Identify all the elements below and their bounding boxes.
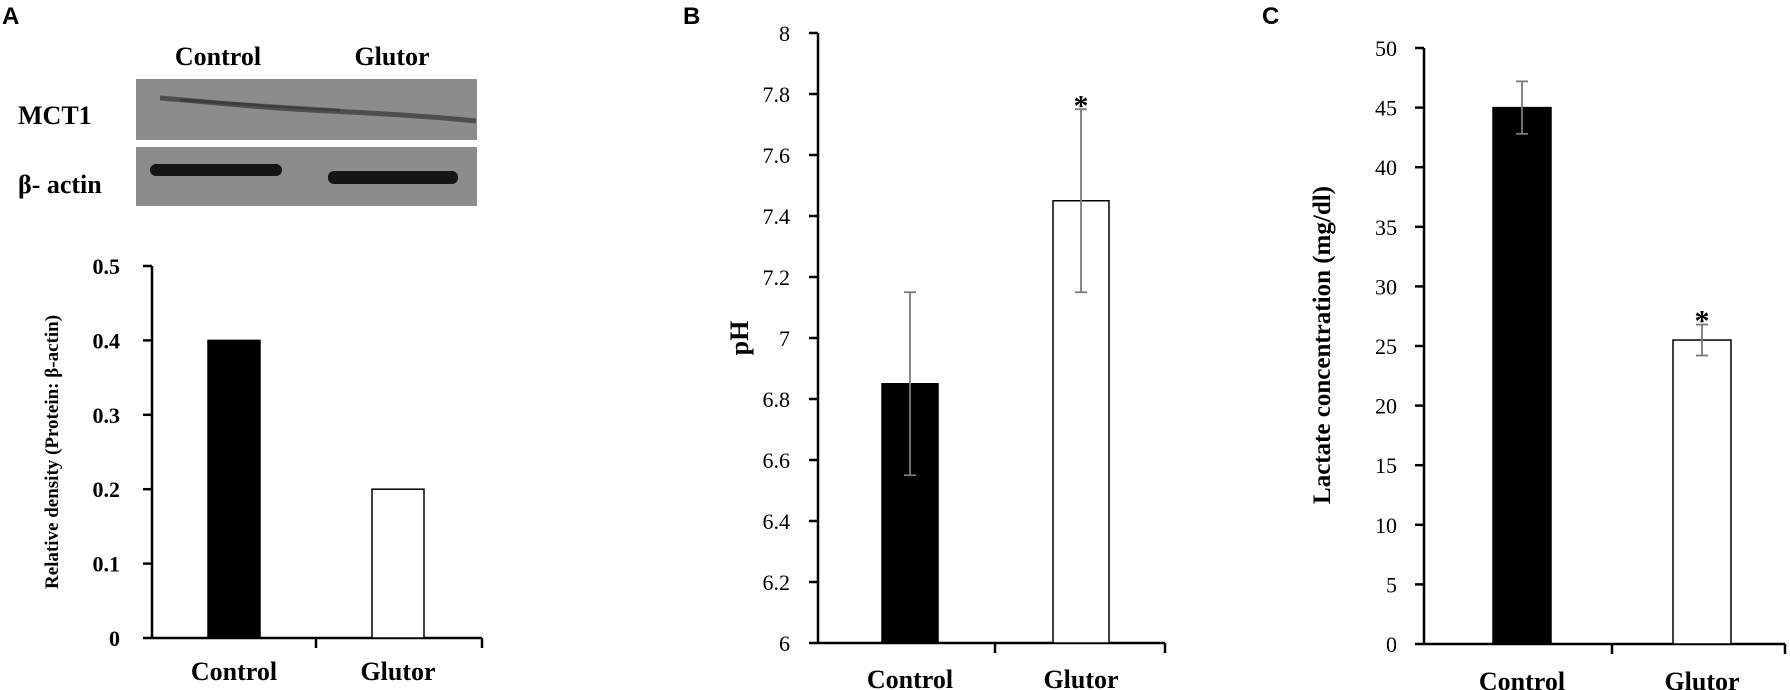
y-tick-label: 50 <box>1375 36 1397 61</box>
y-tick-label: 7.2 <box>763 265 791 290</box>
panel-c-letter: C <box>1262 3 1279 30</box>
panel-b-letter: B <box>683 3 700 30</box>
y-tick-label: 6.6 <box>763 448 791 473</box>
x-category-label-glutor: Glutor <box>360 657 435 686</box>
chart-c-y-axis-label: Lactate concentration (mg/dl) <box>1309 186 1336 504</box>
error-bar-control <box>904 291 916 477</box>
y-tick-label: 0.2 <box>93 477 121 502</box>
error-bar-control <box>1516 80 1528 135</box>
y-tick-label: 15 <box>1375 453 1397 478</box>
x-category-label-glutor: Glutor <box>1043 665 1118 690</box>
chart-b-ph: 6 6.2 6.4 6.6 6.8 7 7.2 7.4 7.6 7.8 8 * Control Glu… <box>725 21 1167 690</box>
y-tick-label: 6.2 <box>763 570 791 595</box>
chart-a-y-axis-label: Relative density (Protein: β-actin) <box>42 315 63 589</box>
panel-a-letter: A <box>2 3 19 30</box>
x-category-label-control: Control <box>191 657 277 686</box>
y-tick-label: 7 <box>779 326 790 351</box>
significance-star: * <box>1695 305 1710 338</box>
chart-c-lactate: 0 5 10 15 20 25 30 35 40 45 50 * Control Glutor Lac… <box>1309 36 1787 690</box>
chart-a-relative-density: 0 0.1 0.2 0.3 0.4 0.5 Control Glutor Relative … <box>42 254 484 686</box>
blot-row-label-beta-actin: β- actin <box>18 170 102 199</box>
y-tick-label: 45 <box>1375 96 1397 121</box>
x-category-label-control: Control <box>1479 667 1565 690</box>
y-tick-label: 0 <box>109 626 120 651</box>
western-blot: Control Glutor MCT1 β- actin <box>18 42 477 206</box>
y-tick-label: 30 <box>1375 274 1397 299</box>
error-bar-glutor <box>1075 108 1087 294</box>
y-tick-label: 5 <box>1386 572 1397 597</box>
bar-glutor <box>371 488 425 639</box>
y-tick-label: 25 <box>1375 334 1397 359</box>
bar-glutor <box>1672 339 1732 645</box>
y-tick-label: 7.4 <box>763 204 791 229</box>
bar-glutor <box>1052 200 1110 644</box>
blot-row-label-mct1: MCT1 <box>18 101 92 130</box>
y-tick-label: 0.4 <box>93 328 121 353</box>
y-tick-label: 0 <box>1386 632 1397 657</box>
y-tick-label: 40 <box>1375 155 1397 180</box>
error-bar-glutor <box>1696 323 1708 357</box>
y-tick-label: 0.5 <box>93 254 121 279</box>
y-tick-label: 6.8 <box>763 387 791 412</box>
y-tick-label: 0.1 <box>93 552 121 577</box>
blot-band-actin-glutor <box>328 171 458 184</box>
blot-band-actin-control <box>150 164 282 176</box>
significance-star: * <box>1074 89 1089 122</box>
chart-b-y-axis-label: pH <box>725 321 754 356</box>
blot-lane-label-control: Control <box>175 42 261 71</box>
x-category-label-control: Control <box>867 665 953 690</box>
bar-control <box>207 339 261 639</box>
y-tick-label: 6.4 <box>763 509 791 534</box>
y-tick-label: 0.3 <box>93 403 121 428</box>
bar-control <box>1492 106 1552 645</box>
y-tick-label: 8 <box>779 21 790 46</box>
y-tick-label: 35 <box>1375 215 1397 240</box>
blot-lane-label-glutor: Glutor <box>354 42 429 71</box>
y-tick-label: 6 <box>779 631 790 656</box>
y-tick-label: 20 <box>1375 394 1397 419</box>
y-tick-label: 7.8 <box>763 82 791 107</box>
x-category-label-glutor: Glutor <box>1664 667 1739 690</box>
y-tick-label: 10 <box>1375 513 1397 538</box>
y-tick-label: 7.6 <box>763 143 791 168</box>
